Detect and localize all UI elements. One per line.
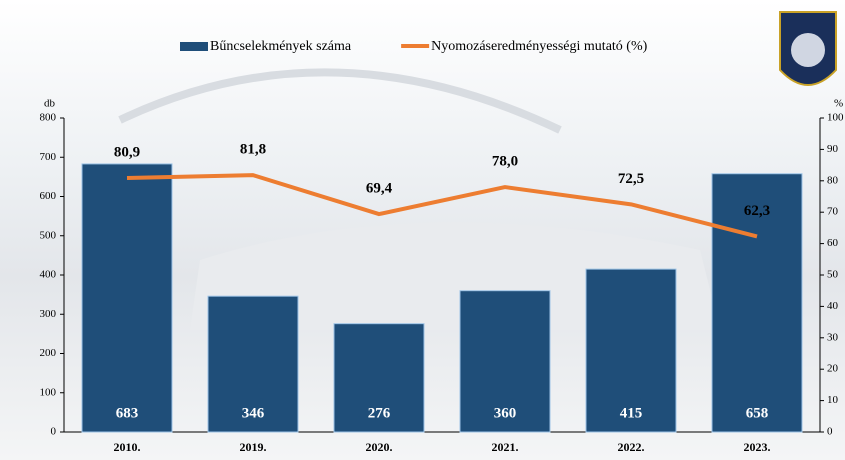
y2-axis-label: % (834, 98, 843, 110)
bar-value-label: 276 (368, 405, 391, 421)
y2-tick-label: 50 (827, 269, 839, 281)
y-tick-label: 600 (40, 190, 57, 202)
y2-tick-label: 80 (827, 174, 839, 186)
bar-value-label: 346 (242, 405, 265, 421)
legend-label: Bűncselekmények száma (210, 39, 352, 54)
y-tick-label: 200 (40, 347, 57, 359)
line-value-label: 81,8 (240, 142, 266, 158)
y2-tick-label: 100 (827, 112, 844, 124)
bar-value-label: 360 (494, 405, 517, 421)
y2-tick-label: 30 (827, 331, 839, 343)
bar (82, 164, 172, 432)
legend-swatch (180, 42, 208, 51)
line-value-label: 78,0 (492, 154, 518, 170)
line-value-label: 80,9 (114, 144, 140, 160)
chart: Bűncselekmények száma Nyomozáseredményess… (0, 0, 845, 460)
x-tick-label: 2010. (114, 440, 141, 454)
x-tick-label: 2023. (744, 440, 771, 454)
bar-value-label: 683 (116, 405, 139, 421)
y2-tick-label: 60 (827, 237, 839, 249)
y-tick-label: 100 (40, 386, 57, 398)
y2-tick-label: 20 (827, 363, 839, 375)
y-tick-label: 800 (40, 112, 57, 124)
y-tick-label: 500 (40, 229, 57, 241)
bar-value-label: 415 (620, 405, 643, 421)
badge-emblem (791, 33, 825, 67)
y2-tick-label: 0 (827, 426, 833, 438)
legend-label: Nyomozáseredményességi mutató (%) (431, 39, 647, 54)
y2-tick-label: 90 (827, 143, 839, 155)
y-tick-label: 0 (51, 426, 57, 438)
y2-tick-label: 10 (827, 394, 839, 406)
y-axis-label: db (44, 98, 56, 110)
x-tick-label: 2022. (618, 440, 645, 454)
y2-tick-label: 40 (827, 300, 839, 312)
x-tick-label: 2020. (366, 440, 393, 454)
y-tick-label: 300 (40, 308, 57, 320)
line-value-label: 72,5 (618, 171, 644, 187)
y-tick-label: 400 (40, 269, 57, 281)
y-tick-label: 700 (40, 151, 57, 163)
x-tick-label: 2019. (240, 440, 267, 454)
line-value-label: 62,3 (744, 203, 770, 219)
y2-tick-label: 70 (827, 206, 839, 218)
x-tick-label: 2021. (492, 440, 519, 454)
bar-value-label: 658 (746, 405, 769, 421)
line-value-label: 69,4 (366, 181, 393, 197)
